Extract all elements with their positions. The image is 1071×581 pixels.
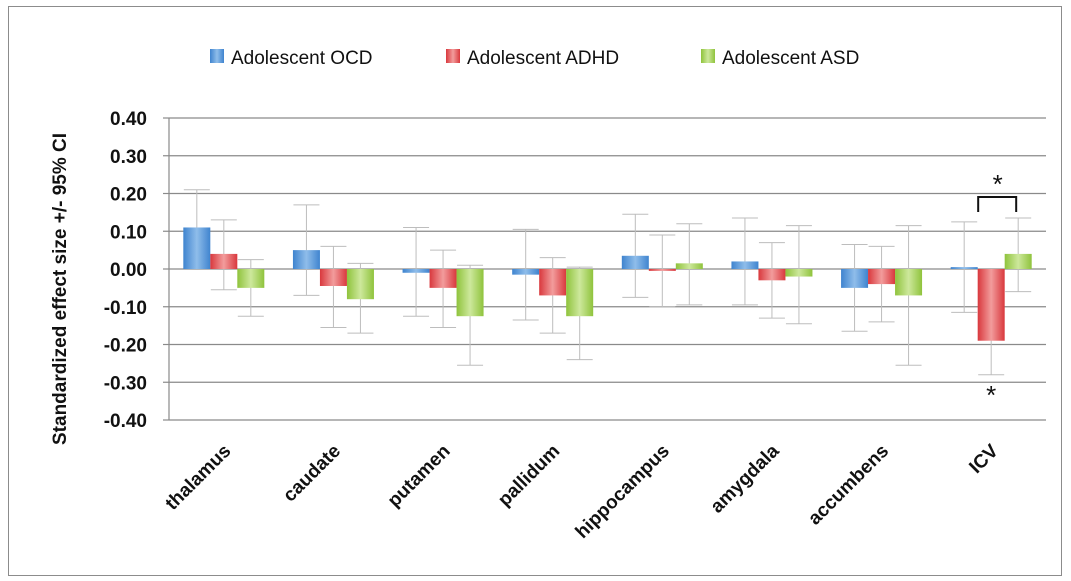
x-tick-label: ICV [965,440,1002,477]
significance-bracket [977,196,1018,212]
x-tick-label: caudate [279,441,345,507]
x-tick-label: putamen [384,441,455,512]
bar-adolescent-ocd-amygdala [731,261,759,269]
bar-adolescent-ocd-caudate [292,250,320,269]
bar-adolescent-asd-hippocampus [675,263,703,269]
x-tick-label: thalamus [162,441,236,515]
y-axis-label: Standardized effect size +/- 95% CI [50,133,71,445]
legend-swatch [210,49,224,63]
legend-swatch [446,49,460,63]
legend-label: Adolescent ASD [722,48,859,69]
bars [183,227,1032,341]
bar-adolescent-ocd-putamen [402,269,430,273]
legend-label: Adolescent ADHD [467,48,619,69]
bar-adolescent-adhd-caudate [319,269,347,286]
significance-star: * [986,380,996,410]
bar-adolescent-asd-pallidum [566,269,594,317]
x-tick-label: hippocampus [572,441,674,543]
x-tick-label: amygdala [707,440,784,517]
y-tick-label: -0.20 [104,336,147,357]
bar-adolescent-adhd-icv [977,269,1005,341]
bar-adolescent-adhd-amygdala [758,269,786,281]
legend: Adolescent OCD Adolescent ADHD Adolescent … [210,48,859,69]
gridlines [169,117,1046,421]
y-tick-label: 0.00 [110,260,147,281]
y-tick-label: -0.30 [104,373,147,394]
bar-adolescent-asd-putamen [456,269,484,317]
y-tick-label: 0.30 [110,147,147,168]
bar-adolescent-ocd-hippocampus [621,255,649,269]
bar-adolescent-ocd-accumbens [841,269,869,288]
significance-star: * [993,169,1003,199]
y-tick-label: 0.10 [110,222,147,243]
annotations: ** [977,169,1018,410]
x-tick-label: pallidum [494,441,564,511]
legend-swatch [701,49,715,63]
bar-adolescent-ocd-pallidum [512,269,540,275]
bar-adolescent-adhd-putamen [429,269,457,288]
bar-adolescent-adhd-hippocampus [648,269,676,271]
legend-label: Adolescent OCD [231,48,373,69]
bar-adolescent-asd-thalamus [237,269,265,288]
bar-adolescent-adhd-accumbens [868,269,896,285]
y-tick-label: 0.20 [110,185,147,206]
y-tick-label: -0.40 [104,411,147,432]
x-tick-label: accumbens [804,441,893,530]
axes: 0.40 0.30 0.20 0.10 0.00 -0.10 -0.20 -0.30 -0.40… [104,109,1003,543]
bar-adolescent-asd-caudate [346,269,374,300]
y-tick-label: 0.40 [110,109,147,130]
bar-adolescent-adhd-thalamus [210,253,238,269]
bar-adolescent-asd-icv [1004,253,1032,269]
bar-adolescent-asd-accumbens [895,269,923,296]
bar-adolescent-ocd-icv [950,267,978,269]
bar-adolescent-ocd-thalamus [183,227,211,269]
y-tick-label: -0.10 [104,298,147,319]
chart-frame [8,6,1062,576]
bar-adolescent-asd-amygdala [785,269,813,277]
bar-adolescent-adhd-pallidum [539,269,567,296]
